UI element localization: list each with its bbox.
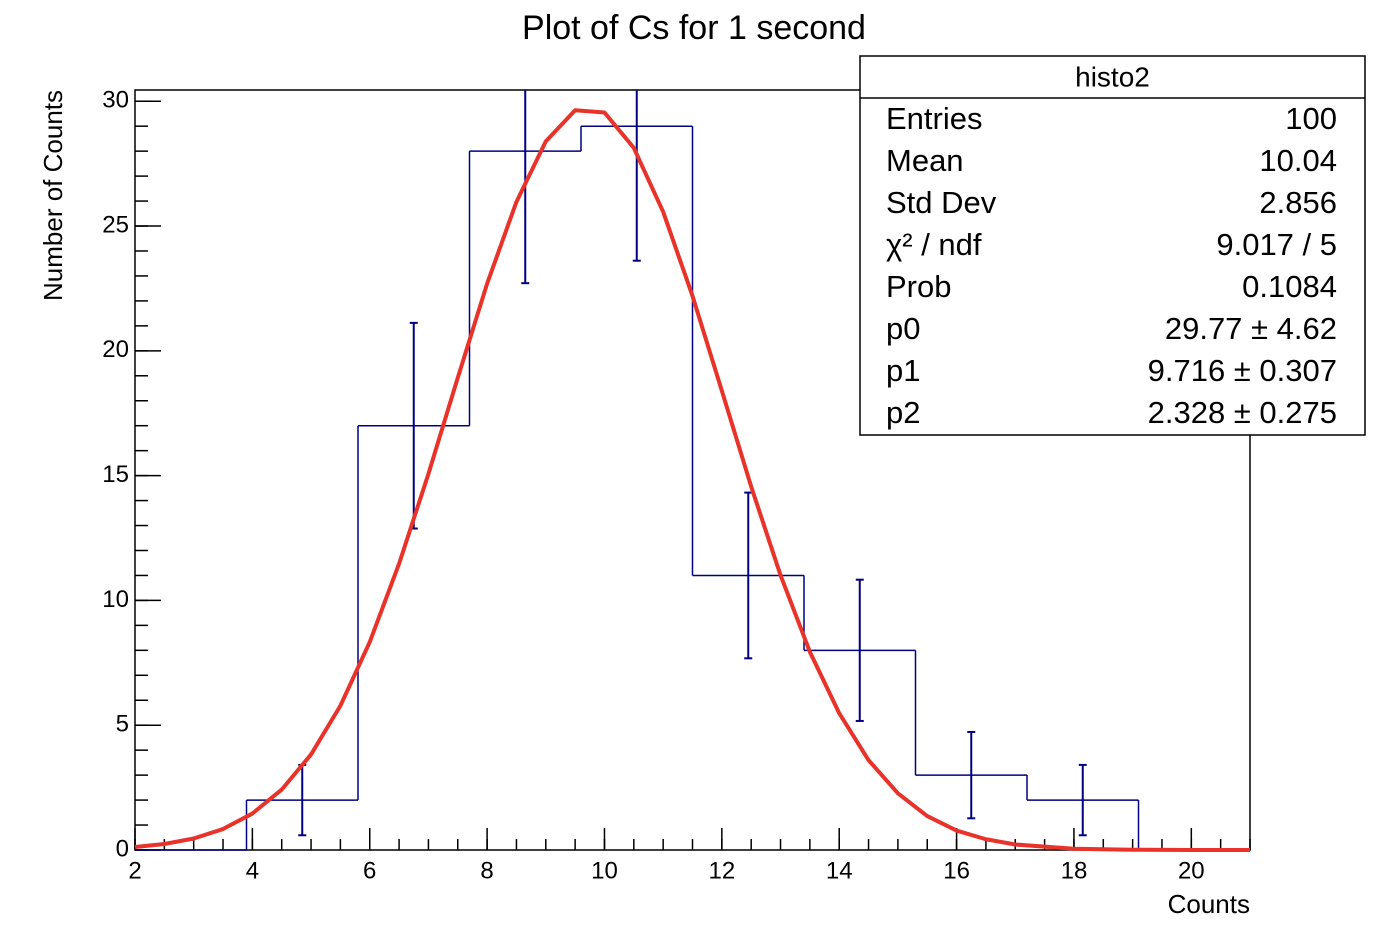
- stats-label: Entries: [886, 101, 982, 136]
- x-tick-label: 12: [708, 857, 735, 884]
- y-tick-label: 30: [102, 87, 129, 114]
- x-axis-label: Counts: [1168, 889, 1250, 919]
- stats-label: p1: [886, 353, 920, 388]
- y-tick-label: 10: [102, 586, 129, 613]
- stats-label: Prob: [886, 269, 951, 304]
- stats-value: 10.04: [1259, 143, 1337, 178]
- x-tick-label: 20: [1178, 857, 1205, 884]
- stats-value: 0.1084: [1242, 269, 1337, 304]
- stats-label: χ² / ndf: [886, 227, 982, 262]
- stats-value: 29.77 ± 4.62: [1165, 311, 1337, 346]
- fit-line: [134, 108, 1250, 852]
- x-tick-label: 6: [363, 857, 376, 884]
- stats-value: 9.716 ± 0.307: [1148, 353, 1337, 388]
- stats-label: p0: [886, 311, 920, 346]
- stats-label: Std Dev: [886, 185, 997, 220]
- y-tick-label: 0: [116, 835, 129, 862]
- stats-label: Mean: [886, 143, 964, 178]
- stats-label: p2: [886, 395, 920, 430]
- stats-value: 100: [1285, 101, 1337, 136]
- y-tick-label: 5: [116, 711, 129, 738]
- x-tick-label: 18: [1061, 857, 1088, 884]
- y-axis-label: Number of Counts: [38, 90, 68, 301]
- stats-box: [859, 55, 1366, 436]
- x-tick-label: 14: [826, 857, 853, 884]
- y-tick-label: 20: [102, 336, 129, 363]
- x-tick-label: 4: [246, 857, 259, 884]
- chart-title: Plot of Cs for 1 second: [522, 9, 866, 47]
- stats-value: 2.328 ± 0.275: [1148, 395, 1337, 430]
- stats-value: 2.856: [1259, 185, 1337, 220]
- y-tick-label: 25: [102, 211, 129, 238]
- x-tick-label: 8: [480, 857, 493, 884]
- y-tick-label: 15: [102, 461, 129, 488]
- x-tick-label: 16: [943, 857, 970, 884]
- stats-title: histo2: [1075, 61, 1150, 92]
- x-tick-label: 2: [128, 857, 141, 884]
- x-tick-label: 10: [591, 857, 618, 884]
- stats-value: 9.017 / 5: [1216, 227, 1337, 262]
